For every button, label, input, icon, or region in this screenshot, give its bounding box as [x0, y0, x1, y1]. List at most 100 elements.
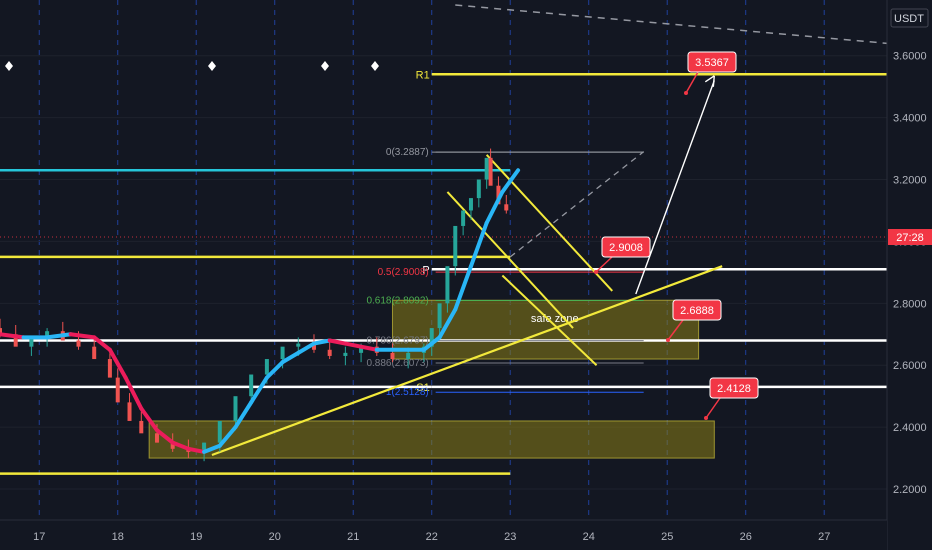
- event-diamond-icon: [5, 61, 13, 71]
- y-tick-label: 3.2000: [893, 175, 927, 187]
- chart-drawings: [5, 4, 888, 457]
- zone-label: safe zone: [531, 313, 579, 325]
- level-label: P: [422, 264, 429, 276]
- candle-body: [0, 328, 2, 335]
- candle-body: [217, 420, 222, 443]
- trend-indicator-segment: [202, 443, 222, 454]
- candle-body: [139, 420, 144, 434]
- callout-box: [687, 51, 737, 73]
- y-tick-label: 2.4000: [893, 422, 927, 434]
- y-tick-label: 3.4000: [893, 113, 927, 125]
- y-tick-label: 2.2000: [893, 484, 927, 496]
- callout-text: 2.4128: [717, 383, 751, 395]
- y-tick-label: 2.6000: [893, 360, 927, 372]
- callout-anchor: [666, 338, 670, 342]
- trend-indicator-segment: [484, 189, 505, 225]
- trend-indicator-segment: [154, 428, 175, 445]
- y-tick-label: 3.6000: [893, 51, 927, 63]
- candle-body: [445, 266, 450, 304]
- channel-line-upper: [485, 154, 614, 292]
- trend-indicator-segment: [437, 307, 458, 340]
- trend-indicator-segment: [468, 220, 489, 269]
- candle-body: [327, 349, 332, 356]
- callout-pointer: [667, 319, 684, 341]
- event-diamond-icon: [321, 61, 329, 71]
- callout-text: 3.5367: [695, 57, 729, 69]
- candle-body: [107, 359, 112, 378]
- x-tick-label: 23: [504, 531, 516, 543]
- candle-body: [264, 359, 269, 375]
- target-arrow-line: [635, 80, 715, 295]
- trend-indicator-segment: [296, 341, 316, 355]
- trend-indicator-segment: [264, 360, 285, 380]
- chart-callouts: 3.5367 2.9008 2.6888 2.4128: [594, 51, 759, 420]
- x-tick-label: 24: [583, 531, 595, 543]
- fib-label: 0.786(2.6797): [366, 336, 428, 347]
- callout-text: 2.6888: [680, 305, 714, 317]
- x-tick-label: 21: [347, 531, 359, 543]
- candle-body: [343, 352, 348, 356]
- chart-series: [0, 148, 521, 462]
- event-diamond-icon: [208, 61, 216, 71]
- x-tick-label: 20: [269, 531, 281, 543]
- trend-indicator-segment: [186, 446, 207, 454]
- candle-body: [504, 204, 509, 211]
- candle-body: [233, 396, 238, 421]
- current-price-tag: [888, 229, 932, 245]
- candle-body: [127, 402, 132, 421]
- trend-indicator-segment: [217, 425, 238, 448]
- candle-body: [406, 352, 411, 360]
- support-trendline: [211, 265, 723, 457]
- candle-body: [29, 337, 34, 347]
- candle-body: [429, 328, 434, 347]
- x-tick-label: 25: [661, 531, 673, 543]
- trend-indicator-segment: [92, 335, 112, 352]
- candle-body: [13, 334, 18, 347]
- callout-text: 2.9008: [609, 242, 643, 254]
- trend-indicator-segment: [107, 347, 128, 380]
- callout-pointer: [685, 71, 699, 94]
- callout-pointer: [705, 397, 721, 419]
- trend-indicator-segment: [233, 400, 254, 430]
- candle-body: [484, 157, 489, 180]
- fib-label: 1(2.5128): [386, 387, 429, 398]
- channel-line-lower: [446, 191, 574, 329]
- time-axis[interactable]: 17 18 19 20 21 22 23 24 25 26 27: [33, 531, 830, 543]
- current-price-tag-text: 27:28: [896, 232, 924, 244]
- price-axis[interactable]: 3.60003.40003.20003.00002.80002.60002.40…: [893, 51, 927, 496]
- candle-body: [115, 377, 120, 403]
- candle-body: [496, 185, 501, 205]
- candle-body: [476, 179, 481, 199]
- candle-body: [202, 442, 207, 452]
- chart-zones: safe zone: [148, 299, 715, 459]
- trend-indicator-segment: [421, 335, 442, 352]
- callout-anchor: [704, 416, 708, 420]
- x-tick-label: 18: [112, 531, 124, 543]
- trend-indicator-segment: [359, 344, 379, 352]
- x-tick-label: 27: [818, 531, 830, 543]
- currency-label: USDT: [894, 13, 924, 25]
- candle-body: [154, 433, 159, 443]
- trend-indicator-segment: [500, 168, 521, 194]
- trend-indicator-segment: [453, 264, 473, 312]
- zone-box: [148, 420, 715, 459]
- fib-label: 0.886(2.6073): [366, 358, 428, 369]
- trend-indicator-segment: [170, 440, 191, 451]
- candle-body: [488, 157, 493, 186]
- price-axis-panel: [887, 0, 932, 550]
- callout-box: [672, 299, 722, 321]
- candle-body: [280, 346, 285, 360]
- candle-body: [45, 331, 50, 338]
- y-tick-label: 2.8000: [893, 298, 927, 310]
- target-arrow-head: [704, 75, 716, 87]
- trend-indicator-segment: [123, 375, 144, 411]
- trend-indicator-segment: [249, 375, 269, 405]
- trend-indicator-segment: [311, 338, 332, 346]
- trend-indicator-segment: [280, 350, 301, 365]
- currency-box[interactable]: [890, 8, 929, 28]
- fib-label: 0.5(2.9008): [378, 267, 429, 278]
- candle-body: [92, 346, 97, 360]
- callout-pointer: [595, 256, 613, 273]
- candle-body: [311, 343, 316, 350]
